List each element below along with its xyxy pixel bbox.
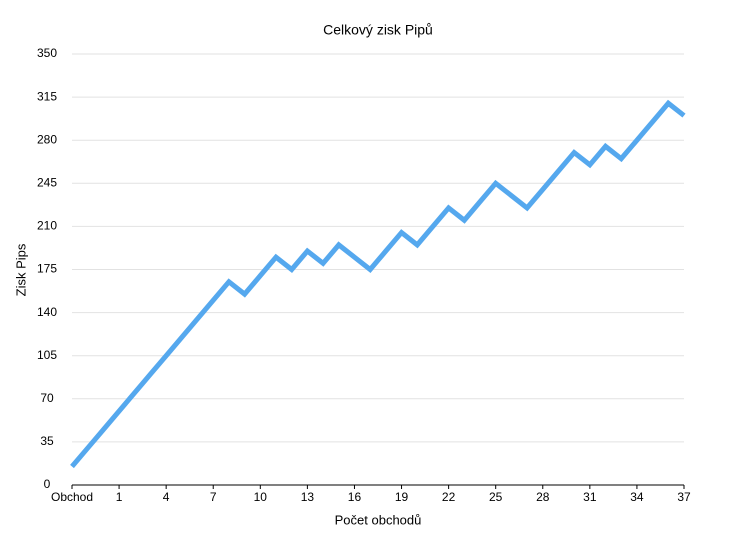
y-tick-label: 105 — [37, 348, 57, 362]
y-tick-label: 140 — [37, 305, 57, 319]
x-tick-label: 1 — [116, 490, 123, 504]
chart-title: Celkový zisk Pipů — [323, 22, 433, 38]
x-tick-label: 4 — [163, 490, 170, 504]
x-tick-label: 10 — [254, 490, 268, 504]
x-tick-label: 25 — [489, 490, 503, 504]
x-tick-label: 28 — [536, 490, 550, 504]
y-tick-label: 245 — [37, 175, 57, 189]
y-axis-title: Zisk Pips — [13, 243, 28, 296]
y-tick-label: 175 — [37, 262, 57, 276]
x-tick-label: 13 — [301, 490, 315, 504]
x-axis-title: Počet obchodů — [335, 512, 422, 527]
x-tick-label: 16 — [348, 490, 362, 504]
y-tick-label: 350 — [37, 46, 57, 60]
x-tick-label: 19 — [395, 490, 409, 504]
y-tick-label: 35 — [40, 434, 54, 448]
x-tick-label: Obchod — [51, 490, 93, 504]
y-tick-label: 0 — [44, 477, 51, 491]
x-tick-label: 31 — [583, 490, 597, 504]
y-tick-label: 70 — [40, 391, 54, 405]
x-tick-label: 7 — [210, 490, 217, 504]
line-series — [70, 99, 686, 469]
x-tick-label: 34 — [630, 490, 644, 504]
y-tick-label: 315 — [37, 89, 57, 103]
y-tick-label: 280 — [37, 132, 57, 146]
x-tick-label: 37 — [677, 490, 691, 504]
x-tick-label: 22 — [442, 490, 456, 504]
y-tick-label: 210 — [37, 219, 57, 233]
